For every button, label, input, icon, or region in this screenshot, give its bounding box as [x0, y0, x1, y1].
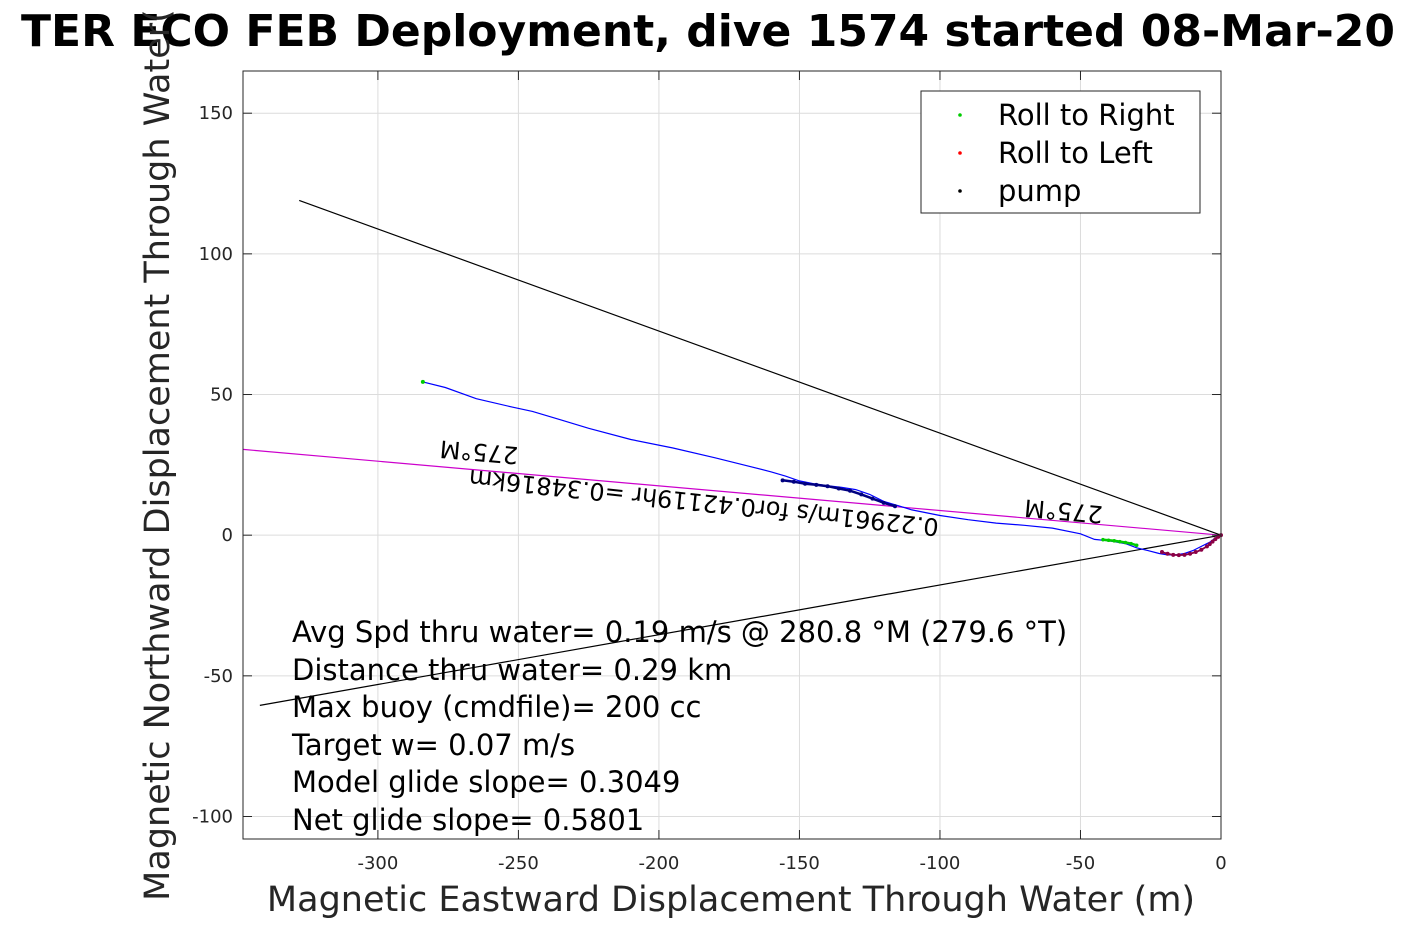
- stats-line-avg-speed: Avg Spd thru water= 0.19 m/s @ 280.8 °M …: [292, 615, 1067, 649]
- x-tick-label: -300: [357, 853, 398, 874]
- surface-curve-point: [1182, 552, 1187, 557]
- surface-curve-point: [1199, 547, 1204, 552]
- surface-curve-point: [1207, 542, 1212, 547]
- x-tick-label: -50: [1066, 853, 1095, 874]
- roll-right-point: [1101, 537, 1105, 542]
- heading-annotation: 275°M: [439, 434, 520, 469]
- pump-point: [780, 478, 785, 483]
- surface-curve-point: [1165, 551, 1170, 556]
- y-tick-label: 150: [199, 103, 233, 124]
- surface-curve-point: [1210, 539, 1215, 544]
- surface-curve-point: [1193, 550, 1198, 555]
- surface-curve-point: [1171, 552, 1176, 557]
- roll-right-point: [1129, 541, 1133, 546]
- legend-label-roll-left: Roll to Left: [998, 136, 1153, 170]
- data-series: [420, 379, 1223, 558]
- pump-point: [848, 488, 853, 493]
- x-tick-label: -100: [920, 853, 961, 874]
- axis-ticks: -300 -250 -200 -150 -100 -50 0 -100 -50 0 50 100 150: [192, 71, 1227, 874]
- pump-point: [803, 481, 808, 486]
- reference-lines: [242, 199, 1222, 706]
- surface-curve-point: [1204, 544, 1209, 549]
- roll-right-point: [1118, 539, 1122, 544]
- y-tick-label: -100: [192, 806, 233, 827]
- axes-frame: [242, 70, 1222, 840]
- x-tick-label: -250: [498, 853, 539, 874]
- stats-line-distance: Distance thru water= 0.29 km: [292, 653, 732, 687]
- heading-line: [242, 448, 1222, 536]
- y-tick-label: 100: [199, 244, 233, 265]
- pump-point: [870, 496, 875, 501]
- roll-right-point: [1134, 543, 1139, 548]
- legend: Roll to Right Roll to Left pump: [920, 90, 1201, 214]
- start-marker: [420, 379, 425, 384]
- legend-box: [920, 90, 1201, 214]
- chart-title: TER ECO FEB Deployment, dive 1574 starte…: [21, 6, 1395, 57]
- pump-point: [893, 504, 897, 509]
- stats-line-net-glide: Net glide slope= 0.5801: [292, 803, 644, 837]
- x-tick-label: 0: [1215, 853, 1226, 874]
- roll-right-point: [1112, 539, 1117, 543]
- pump-point: [881, 500, 886, 505]
- legend-label-pump: pump: [998, 174, 1081, 208]
- surface-curve-point: [1188, 551, 1193, 556]
- pump-point: [859, 492, 864, 497]
- x-tick-label: -150: [779, 853, 820, 874]
- y-tick-label: 0: [222, 525, 233, 546]
- legend-marker-pump: [958, 189, 962, 193]
- x-axis-label: Magnetic Eastward Displacement Through W…: [266, 880, 1196, 920]
- roll-right-point: [1123, 540, 1128, 545]
- legend-marker-roll-left: [958, 151, 962, 155]
- y-tick-label: 50: [210, 385, 233, 406]
- legend-label-roll-right: Roll to Right: [998, 98, 1175, 132]
- heading-annotation: 275°M: [1023, 493, 1104, 528]
- stats-line-max-buoy: Max buoy (cmdfile)= 200 cc: [292, 690, 701, 724]
- surface-curve-point: [1176, 553, 1181, 558]
- pump-point: [825, 484, 830, 489]
- y-axis-label: Magnetic Northward Displacement Through …: [138, 9, 178, 901]
- stats-block: Avg Spd thru water= 0.19 m/s @ 280.8 °M …: [291, 615, 1067, 837]
- roll-right-point: [1106, 538, 1111, 543]
- surface-curve-point: [1213, 537, 1218, 542]
- stats-line-target-w: Target w= 0.07 m/s: [291, 728, 575, 762]
- lower-bound-line: [259, 534, 1222, 706]
- pump-point: [791, 479, 796, 484]
- upper-bound-line: [299, 199, 1222, 536]
- y-tick-label: -50: [204, 666, 233, 687]
- x-tick-label: -200: [639, 853, 680, 874]
- legend-marker-roll-right: [958, 113, 962, 117]
- pump-point: [836, 486, 841, 491]
- stats-line-model-glide: Model glide slope= 0.3049: [292, 765, 680, 799]
- surface-curve-point: [1159, 550, 1164, 555]
- pump-point: [814, 482, 819, 487]
